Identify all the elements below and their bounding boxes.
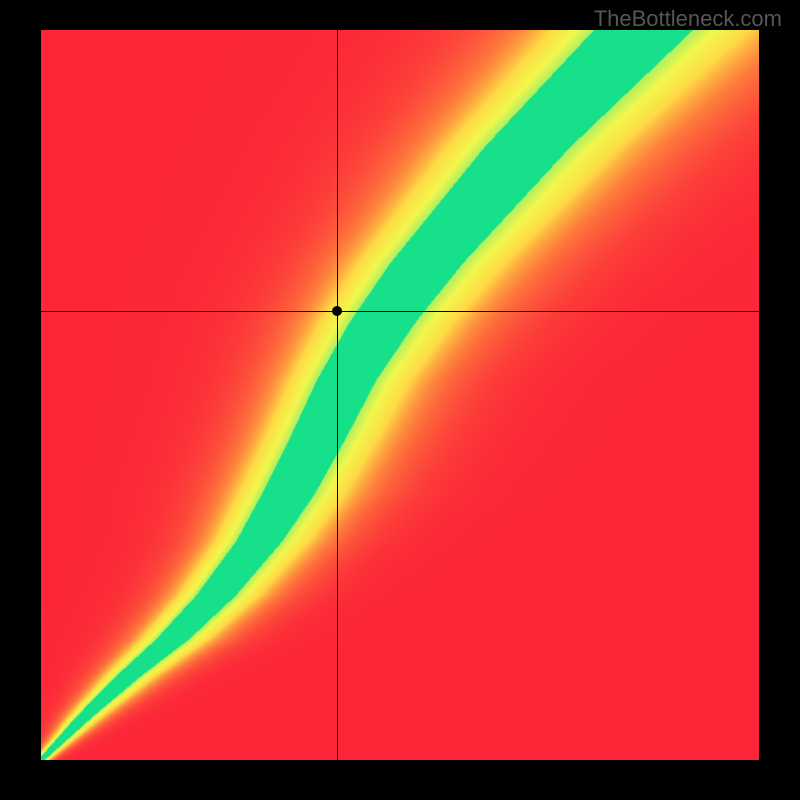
bottleneck-heatmap <box>41 30 759 760</box>
crosshair-marker-dot <box>332 306 342 316</box>
crosshair-horizontal <box>41 311 759 312</box>
crosshair-vertical <box>337 30 338 760</box>
heatmap-canvas <box>41 30 759 760</box>
watermark-text: TheBottleneck.com <box>594 6 782 32</box>
